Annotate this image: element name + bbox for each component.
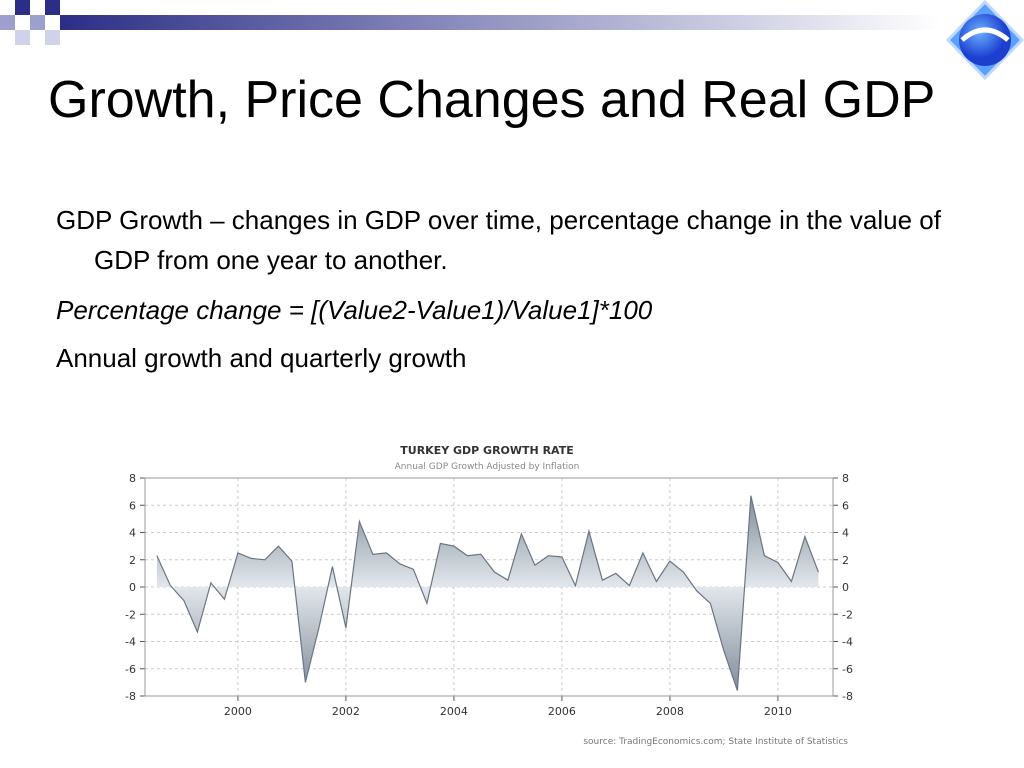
area bbox=[156, 495, 819, 691]
chart-subtitle: Annual GDP Growth Adjusted by Inflation bbox=[395, 462, 580, 472]
bullet: GDP Growth – changes in GDP over time, p… bbox=[56, 205, 941, 275]
x-tick-label: 2006 bbox=[548, 705, 576, 718]
y2-tick-label: -8 bbox=[842, 690, 853, 703]
chart-title: TURKEY GDP GROWTH RATE bbox=[400, 444, 573, 457]
decoration bbox=[0, 0, 1024, 81]
plot-frame bbox=[144, 477, 834, 697]
x-tick-label: 2010 bbox=[764, 705, 792, 718]
y2-tick-label: -6 bbox=[842, 663, 853, 676]
y-tick-label: 0 bbox=[129, 581, 136, 594]
slide-title: Growth, Price Changes and Real GDP bbox=[48, 71, 936, 129]
x-tick-label: 2000 bbox=[224, 705, 252, 718]
x-tick-label: 2008 bbox=[656, 705, 684, 718]
y-tick-label: -2 bbox=[125, 608, 136, 621]
y-tick-label: -4 bbox=[125, 636, 136, 649]
y2-tick-label: -4 bbox=[842, 636, 853, 649]
line bbox=[156, 495, 819, 691]
y2-tick-label: -2 bbox=[842, 608, 853, 621]
y-tick-label: 8 bbox=[129, 472, 136, 485]
y2-tick-label: 8 bbox=[842, 472, 849, 485]
y-tick-label: -6 bbox=[125, 663, 136, 676]
bullet: Percentage change = [(Value2-Value1)/Val… bbox=[56, 295, 653, 325]
x-tick-label: 2002 bbox=[332, 705, 360, 718]
y2-tick-label: 6 bbox=[842, 499, 849, 512]
y2-tick-label: 0 bbox=[842, 581, 849, 594]
source: source: TradingEconomics.com; State Inst… bbox=[583, 737, 848, 747]
x-tick-label: 2004 bbox=[440, 705, 468, 718]
y-tick-label: -8 bbox=[125, 690, 136, 703]
y2-tick-label: 4 bbox=[842, 527, 849, 540]
y-tick-label: 4 bbox=[129, 527, 136, 540]
y-tick-label: 2 bbox=[129, 554, 136, 567]
bullet: Annual growth and quarterly growth bbox=[56, 343, 467, 373]
y-tick-label: 6 bbox=[129, 499, 136, 512]
y2-tick-label: 2 bbox=[842, 554, 849, 567]
